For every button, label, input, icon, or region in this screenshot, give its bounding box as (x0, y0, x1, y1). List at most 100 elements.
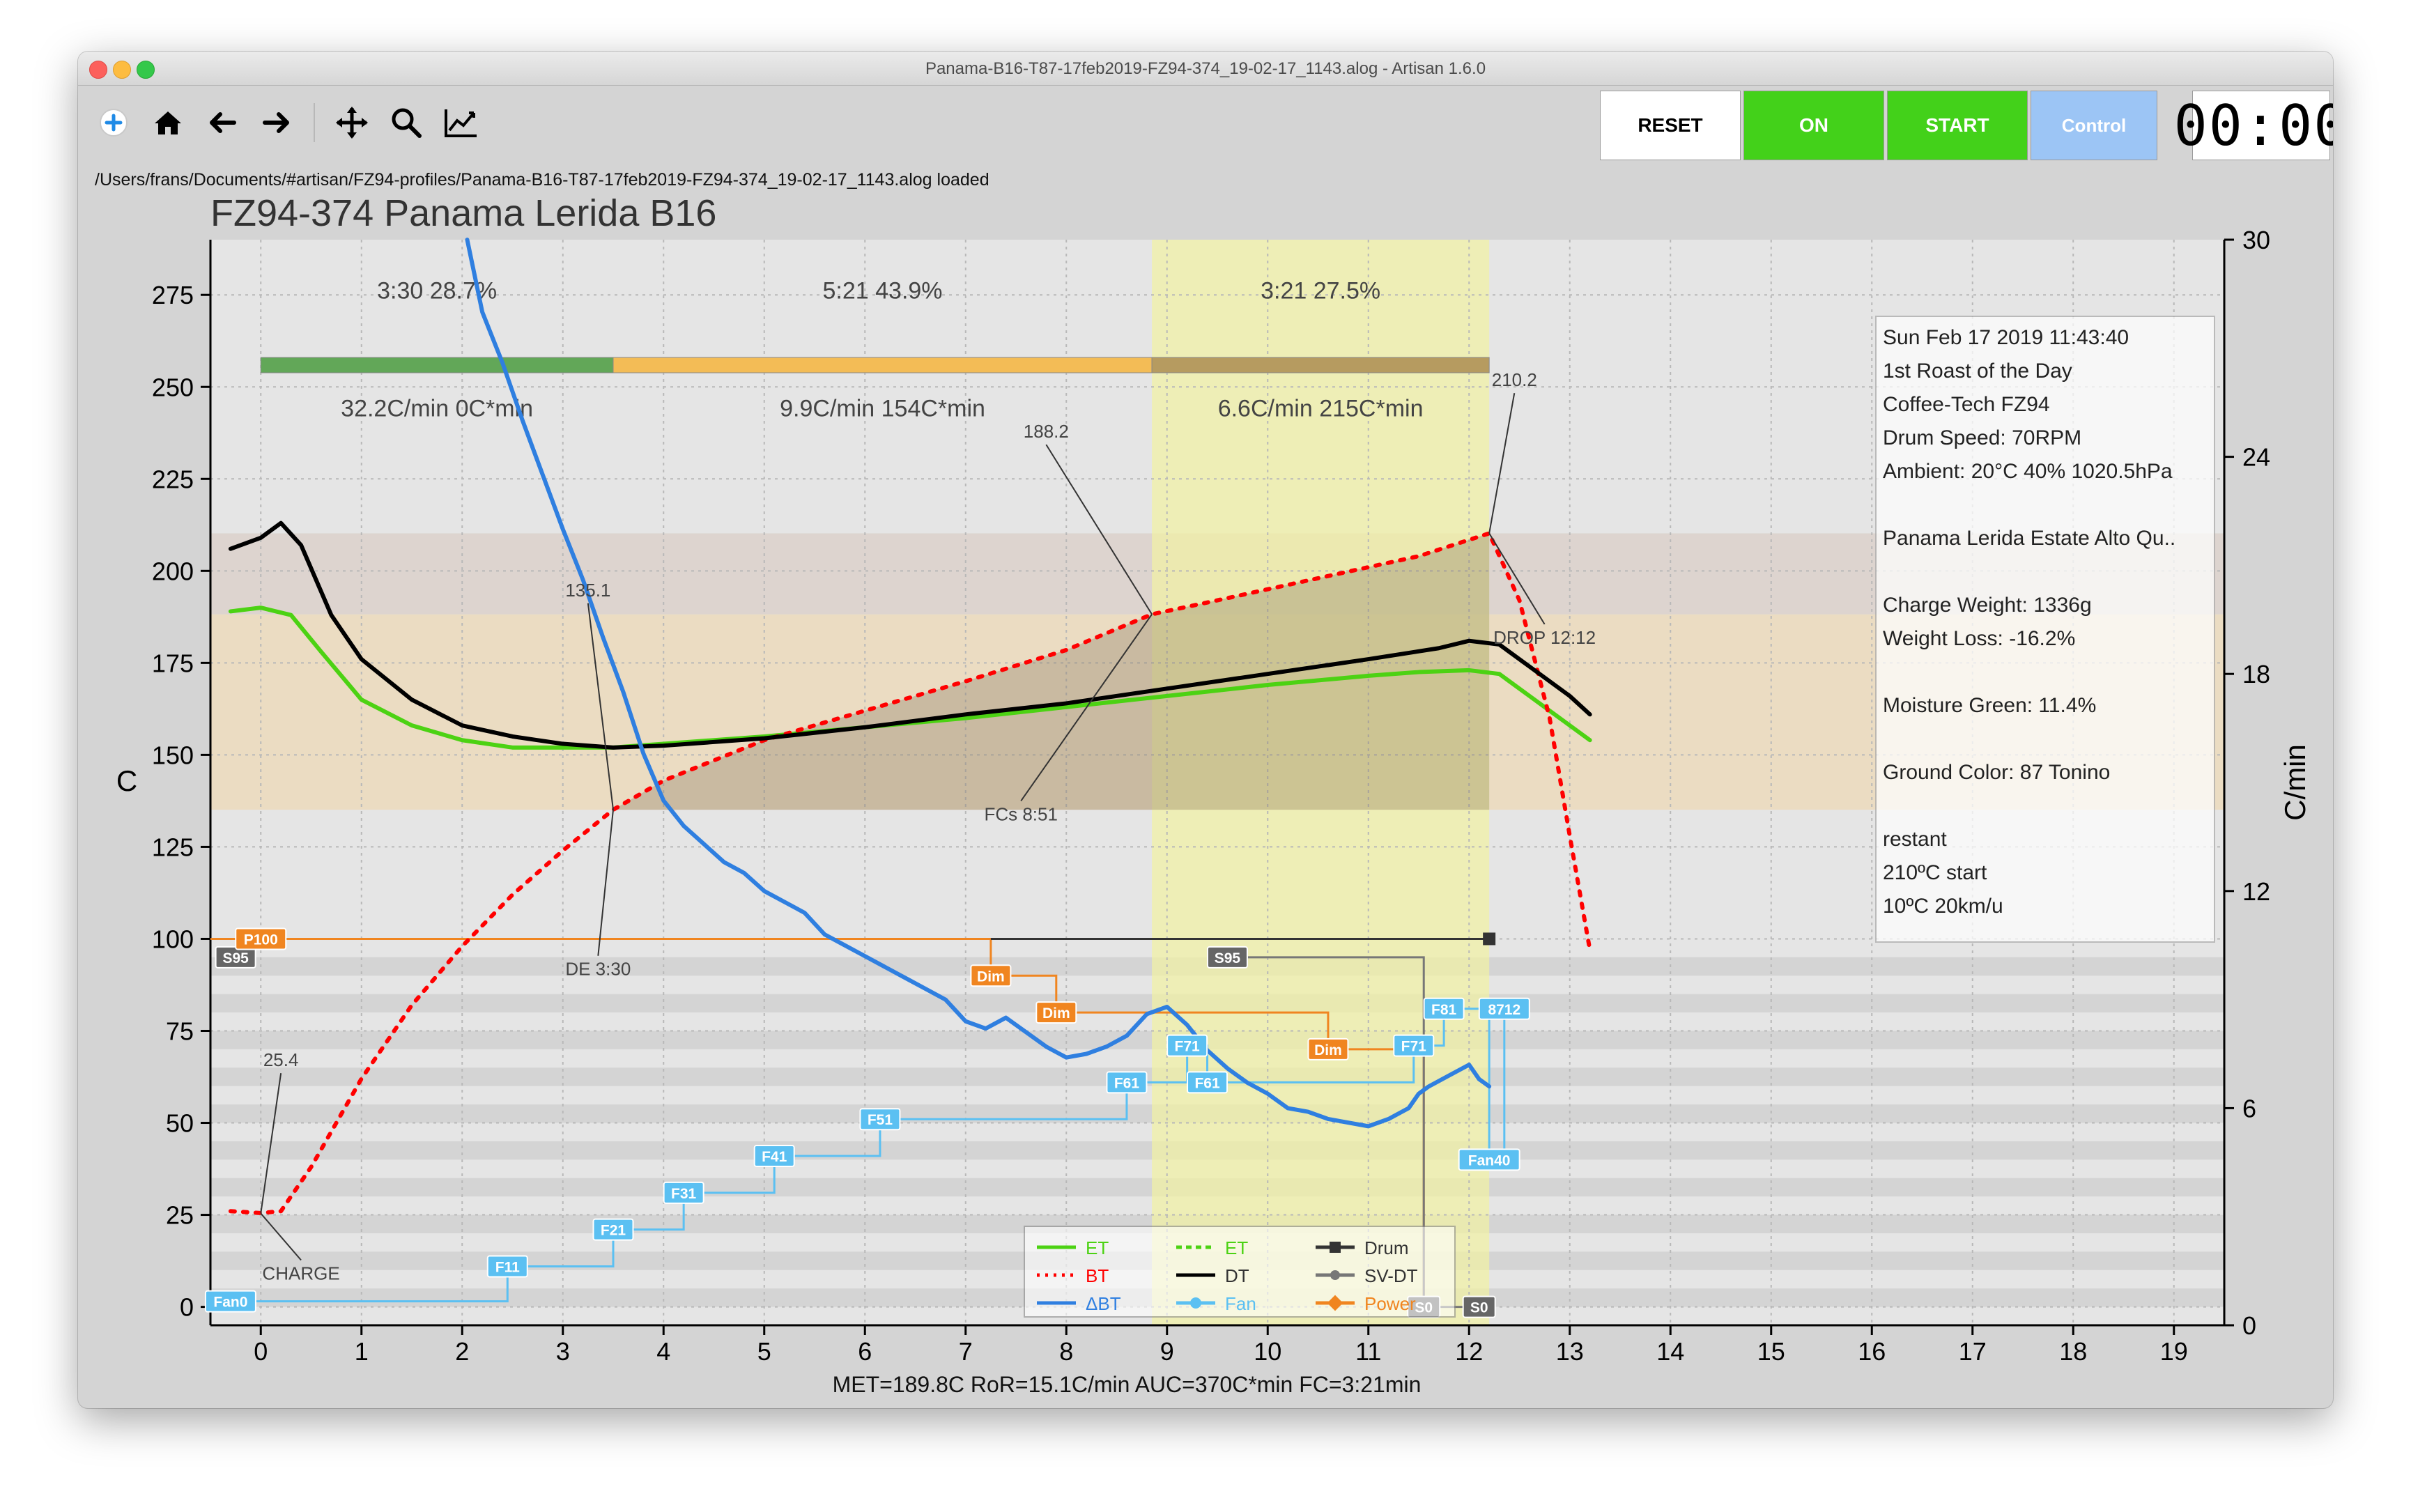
y2-tick-label: 12 (2242, 877, 2270, 906)
roast-timer: 00:00 (2174, 91, 2333, 160)
phase-bar (260, 357, 614, 373)
roast-info-line: 1st Roast of the Day (1883, 360, 2072, 383)
annotation-leader (1020, 614, 1153, 801)
y-tick-label: 75 (166, 1017, 194, 1045)
event-tag-label: S95 (1215, 950, 1241, 966)
forward-button[interactable] (254, 100, 300, 146)
start-button[interactable]: START (1887, 91, 2028, 160)
event-tag-label: Fan0 (213, 1295, 247, 1311)
event-tag (1035, 1001, 1077, 1024)
reset-button[interactable]: RESET (1600, 91, 1741, 160)
pan-button[interactable] (329, 100, 375, 146)
event-tag-label: F41 (762, 1149, 787, 1165)
add-button[interactable] (91, 100, 137, 146)
toolbar (91, 98, 484, 148)
legend-label: DT (1225, 1265, 1249, 1286)
event-tag-label: F21 (601, 1223, 626, 1239)
event-tag (859, 1108, 901, 1131)
roast-info-line: 10ºC 20km/u (1883, 895, 2003, 918)
legend-label: ΔBT (1086, 1293, 1121, 1314)
y2-tick-label: 0 (2242, 1311, 2256, 1340)
x-tick-label: 10 (1254, 1337, 1281, 1366)
chart-title: FZ94-374 Panama Lerida B16 (210, 192, 716, 234)
event-tag-label: F31 (671, 1186, 697, 1202)
annotation-value: 188.2 (1024, 421, 1069, 442)
x-tick-label: 11 (1355, 1337, 1381, 1366)
event-tag (235, 927, 287, 950)
event-tag-label: F61 (1114, 1075, 1140, 1091)
on-button[interactable]: ON (1743, 91, 1884, 160)
zoom-window-button[interactable] (137, 61, 155, 79)
x-tick-label: 7 (959, 1337, 973, 1366)
x-tick-label: 15 (1757, 1337, 1785, 1366)
event-tag (1423, 997, 1465, 1020)
event-tag-label: Fan40 (1468, 1152, 1511, 1168)
toolbar-separator (314, 103, 315, 142)
legend-label: Power (1364, 1293, 1416, 1314)
roast-info-line: Weight Loss: -16.2% (1883, 627, 2075, 650)
roast-info-line: Ground Color: 87 Tonino (1883, 761, 2110, 784)
annotation-leader (597, 809, 614, 956)
event-tag (1458, 1148, 1520, 1171)
y2-tick-label: 24 (2242, 443, 2270, 472)
event-tag (1166, 1034, 1208, 1057)
roast-info-line: 210ºC start (1883, 861, 1987, 884)
roast-chart[interactable]: 0 1 2 3 4 5 6 7 8 9 10 11 12 13 14 15 16 17 18 190255075100… (78, 52, 2333, 1408)
y-axis-label: C (116, 764, 137, 797)
annotation-event: FCs 8:51 (984, 803, 1058, 824)
phase-time-label: 5:21 43.9% (823, 278, 943, 304)
phase-ror-label: 6.6C/min 215C*min (1218, 396, 1424, 422)
chart-footer-stats: MET=189.8C RoR=15.1C/min AUC=370C*min FC… (833, 1372, 1422, 1397)
back-button[interactable] (199, 100, 245, 146)
zoom-button[interactable] (383, 100, 429, 146)
y-tick-label: 200 (152, 557, 194, 585)
home-icon (155, 111, 181, 134)
phase-time-label: 3:21 27.5% (1261, 278, 1380, 304)
x-tick-label: 8 (1059, 1337, 1073, 1366)
phase-bar (613, 357, 1153, 373)
event-tag (1307, 1037, 1349, 1060)
event-tag-label: F81 (1431, 1002, 1457, 1018)
x-tick-label: 13 (1556, 1337, 1584, 1366)
y-tick-label: 175 (152, 649, 194, 677)
x-tick-label: 6 (858, 1337, 872, 1366)
x-tick-label: 14 (1656, 1337, 1684, 1366)
event-tag-label: F71 (1175, 1039, 1201, 1055)
x-tick-label: 2 (455, 1337, 469, 1366)
annotation-leader (1488, 393, 1516, 534)
event-tag-label: F71 (1401, 1039, 1427, 1055)
annotation-value: 135.1 (565, 580, 610, 601)
event-tag-label: P100 (244, 932, 278, 948)
status-message: /Users/frans/Documents/#artisan/FZ94-pro… (95, 170, 989, 190)
event-tag-label: 8712 (1488, 1002, 1520, 1018)
legend-label: Fan (1225, 1293, 1256, 1314)
close-window-button[interactable] (89, 61, 107, 79)
y-tick-label: 0 (180, 1293, 194, 1322)
annotation-event: CHARGE (262, 1263, 339, 1284)
event-tag (663, 1181, 704, 1204)
legend-label: BT (1086, 1265, 1109, 1286)
legend-label: Drum (1364, 1237, 1409, 1258)
annotation-event: DROP 12:12 (1493, 627, 1596, 648)
chart-edit-button[interactable] (438, 100, 484, 146)
y2-tick-label: 30 (2242, 226, 2270, 254)
x-tick-label: 12 (1455, 1337, 1483, 1366)
event-tag (486, 1255, 528, 1278)
control-button[interactable]: Control (2031, 91, 2157, 160)
roast-info-line: Sun Feb 17 2019 11:43:40 (1883, 326, 2129, 349)
legend-box (1024, 1226, 1456, 1318)
annotation-leader (1045, 444, 1153, 615)
x-tick-label: 4 (656, 1337, 670, 1366)
minimize-window-button[interactable] (113, 61, 131, 79)
event-tag-label: F51 (868, 1112, 893, 1128)
event-tag (1462, 1295, 1496, 1318)
forward-arrow-icon (263, 112, 289, 133)
zoom-icon (392, 108, 422, 138)
legend-marker (1190, 1297, 1201, 1309)
x-tick-label: 5 (757, 1337, 771, 1366)
event-tag-label: F61 (1194, 1075, 1220, 1091)
y2-axis-label: C/min (2279, 744, 2311, 821)
home-button[interactable] (145, 100, 191, 146)
legend-marker (1327, 1295, 1343, 1311)
series-line-bt (228, 531, 1592, 1215)
